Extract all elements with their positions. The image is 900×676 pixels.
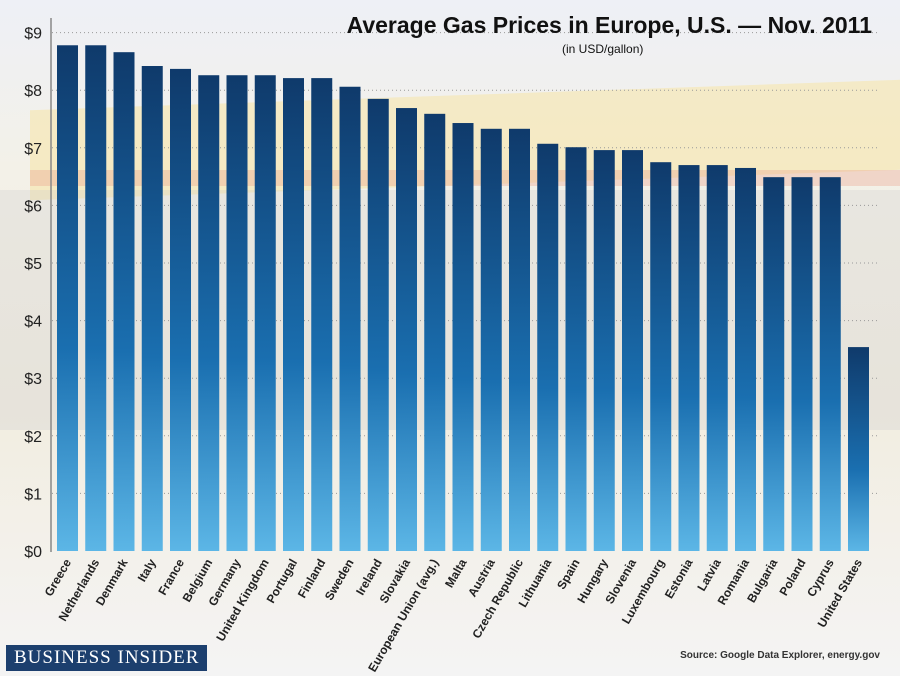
x-tick-label: Estonia: [662, 556, 696, 601]
y-tick-label: $2: [24, 429, 42, 446]
bar: [622, 150, 643, 551]
y-tick-label: $1: [24, 486, 42, 503]
x-tick-label: Latvia: [694, 556, 724, 593]
chart-subtitle: (in USD/gallon): [562, 42, 644, 56]
bar: [226, 75, 248, 551]
bar: [396, 108, 417, 551]
bar: [678, 165, 700, 551]
bar: [57, 45, 78, 551]
y-tick-label: $3: [24, 371, 42, 388]
source-note: Source: Google Data Explorer, energy.gov: [680, 650, 880, 661]
y-tick-label: $9: [24, 26, 42, 43]
bar: [791, 177, 813, 551]
bar: [452, 123, 474, 552]
bar: [565, 147, 587, 551]
bar: [339, 86, 361, 551]
bar: [85, 45, 107, 551]
bar: [311, 78, 333, 551]
y-tick-label: $0: [24, 544, 42, 561]
bar: [763, 177, 785, 551]
bar: [650, 162, 672, 551]
x-tick-label: Spain: [554, 557, 582, 592]
y-tick-label: $6: [24, 198, 42, 215]
bar: [141, 66, 163, 552]
bar: [593, 150, 615, 551]
bar: [170, 68, 191, 551]
bar: [367, 98, 389, 551]
bar: [254, 75, 276, 551]
bar: [819, 177, 841, 551]
x-tick-label: Italy: [135, 556, 159, 584]
bar: [283, 78, 304, 551]
bar: [113, 52, 135, 552]
bar: [509, 128, 530, 552]
y-tick-label: $5: [24, 256, 42, 273]
business-insider-logo: BUSINESS INSIDER: [6, 645, 208, 671]
x-tick-label: Malta: [442, 556, 470, 590]
bar: [848, 347, 869, 551]
bar: [198, 75, 220, 551]
bar: [537, 143, 559, 551]
bar: [706, 165, 728, 551]
y-tick-label: $4: [24, 314, 42, 331]
chart-title: Average Gas Prices in Europe, U.S. — Nov…: [346, 12, 872, 38]
bar: [480, 128, 502, 552]
y-tick-label: $8: [24, 83, 42, 100]
bar: [735, 167, 756, 551]
bar: [424, 113, 446, 551]
y-tick-label: $7: [24, 141, 42, 158]
